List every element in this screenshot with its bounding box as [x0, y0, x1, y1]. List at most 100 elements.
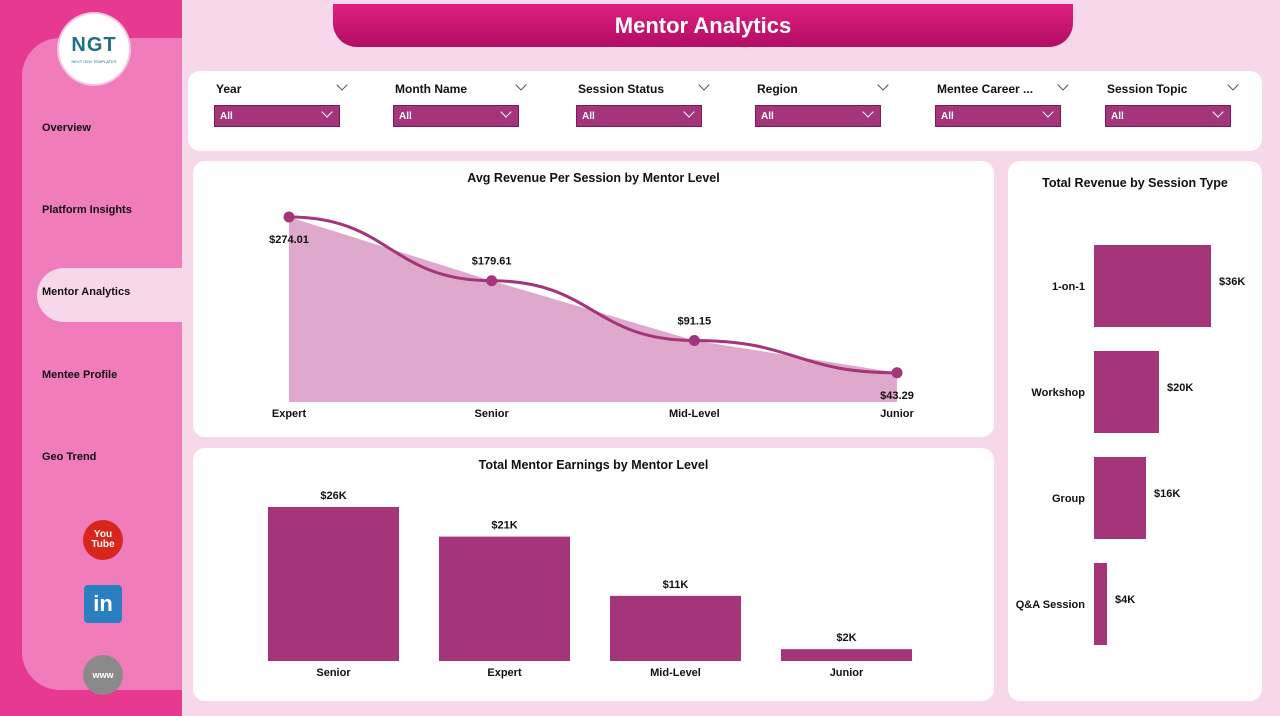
- filter-session-status: Session Status All: [576, 71, 710, 151]
- filter-mentee-career: Mentee Career ... All: [935, 71, 1069, 151]
- bar: [781, 649, 912, 661]
- chevron-down-icon: [683, 106, 695, 118]
- data-label: $16K: [1154, 488, 1180, 500]
- chevron-down-icon[interactable]: [515, 79, 527, 91]
- data-label: $91.15: [678, 315, 712, 327]
- logo-subtext: NEXT GEN TEMPLATES: [71, 59, 117, 64]
- data-label: $179.61: [472, 256, 512, 268]
- data-label: $21K: [491, 520, 517, 532]
- revenue-by-type-card: Total Revenue by Session Type $36K 1-on-1…: [1008, 161, 1262, 701]
- filter-label: Session Topic: [1107, 82, 1188, 96]
- nav-platform-insights[interactable]: Platform Insights: [42, 204, 132, 216]
- x-tick-label: Mid-Level: [650, 667, 701, 679]
- y-tick-label: 1-on-1: [1052, 281, 1085, 293]
- chevron-down-icon: [500, 106, 512, 118]
- filter-label: Year: [216, 82, 242, 96]
- filter-label: Mentee Career ...: [937, 82, 1034, 96]
- y-tick-label: Workshop: [1031, 387, 1085, 399]
- bar: [1094, 457, 1146, 539]
- x-tick-label: Senior: [316, 667, 351, 679]
- revenue-by-type-chart: $36K 1-on-1 $20K Workshop $16K Group $4K Q&A Se…: [1016, 245, 1245, 645]
- website-icon[interactable]: www: [83, 655, 123, 695]
- filter-value: All: [582, 111, 595, 122]
- chevron-down-icon: [1212, 106, 1224, 118]
- filter-region: Region All: [755, 71, 889, 151]
- ngt-logo: NGT NEXT GEN TEMPLATES: [59, 14, 129, 84]
- area-fill: [289, 217, 897, 402]
- nav-active-indicator: [37, 268, 197, 322]
- page-title-bar: Mentor Analytics: [333, 4, 1073, 47]
- data-point: [891, 367, 903, 379]
- series-line: [288, 215, 898, 375]
- nav-mentor-analytics[interactable]: Mentor Analytics: [42, 286, 131, 298]
- x-tick-label: Junior: [880, 408, 914, 420]
- y-tick-label: Group: [1052, 493, 1085, 505]
- x-tick-label: Senior: [475, 408, 510, 420]
- chevron-down-icon: [321, 106, 333, 118]
- x-tick-label: Mid-Level: [669, 408, 720, 420]
- avg-revenue-card: Avg Revenue Per Session by Mentor Level …: [193, 161, 994, 437]
- filter-year: Year All: [214, 71, 348, 151]
- avg-revenue-chart: $274.01 Expert $179.61 Senior $91.15 Mid-Leve…: [269, 211, 915, 420]
- bar: [1094, 245, 1211, 327]
- year-select[interactable]: All: [214, 105, 340, 127]
- data-label: $4K: [1115, 594, 1135, 606]
- data-label: $43.29: [880, 390, 914, 402]
- chevron-down-icon[interactable]: [336, 79, 348, 91]
- filter-label: Region: [757, 82, 798, 96]
- filter-session-topic: Session Topic All: [1105, 71, 1239, 151]
- filter-value: All: [941, 111, 954, 122]
- data-point: [283, 211, 295, 223]
- x-tick-label: Expert: [272, 408, 307, 420]
- filter-label: Session Status: [578, 82, 665, 96]
- youtube-icon[interactable]: You Tube: [83, 520, 123, 560]
- sidebar: NGT NEXT GEN TEMPLATES Overview Platform…: [0, 0, 197, 716]
- linkedin-icon[interactable]: in: [84, 585, 122, 623]
- chevron-down-icon[interactable]: [1227, 79, 1239, 91]
- filter-value: All: [220, 111, 233, 122]
- chevron-down-icon[interactable]: [698, 79, 710, 91]
- chevron-down-icon[interactable]: [1057, 79, 1069, 91]
- y-tick-label: Q&A Session: [1016, 599, 1086, 611]
- data-point: [688, 334, 700, 346]
- filter-value: All: [1111, 111, 1124, 122]
- logo-mark: NGT: [71, 34, 117, 56]
- data-label: $36K: [1219, 276, 1245, 288]
- nav-mentee-profile[interactable]: Mentee Profile: [42, 369, 118, 381]
- bar: [439, 536, 570, 661]
- chart-title: Total Revenue by Session Type: [1042, 176, 1228, 190]
- sidebar-panel: [22, 38, 182, 690]
- mentee-career-select[interactable]: All: [935, 105, 1061, 127]
- data-label: $20K: [1167, 382, 1193, 394]
- filter-value: All: [761, 111, 774, 122]
- data-label: $26K: [320, 490, 346, 502]
- chevron-down-icon: [862, 106, 874, 118]
- x-tick-label: Junior: [830, 667, 864, 679]
- chevron-down-icon: [1042, 106, 1054, 118]
- region-select[interactable]: All: [755, 105, 881, 127]
- filter-month-name: Month Name All: [393, 71, 527, 151]
- chart-title: Total Mentor Earnings by Mentor Level: [478, 458, 709, 472]
- session-status-select[interactable]: All: [576, 105, 702, 127]
- filter-bar: Year All Month Name All Session Status A…: [188, 71, 1262, 151]
- bar: [1094, 563, 1107, 645]
- x-tick-label: Expert: [487, 667, 522, 679]
- filter-value: All: [399, 111, 412, 122]
- page-title: Mentor Analytics: [614, 12, 792, 38]
- data-label: $11K: [663, 579, 689, 591]
- bar: [610, 595, 741, 661]
- bar: [1094, 351, 1159, 433]
- mentor-earnings-card: Total Mentor Earnings by Mentor Level $2…: [193, 448, 994, 701]
- nav-geo-trend[interactable]: Geo Trend: [42, 451, 97, 463]
- data-point: [486, 275, 498, 287]
- mentor-earnings-chart: $26K Senior $21K Expert $11K Mid-Level $2K Juni…: [268, 490, 912, 679]
- chevron-down-icon[interactable]: [877, 79, 889, 91]
- data-label: $2K: [836, 632, 856, 644]
- bar: [268, 507, 399, 661]
- nav-overview[interactable]: Overview: [42, 122, 91, 134]
- session-topic-select[interactable]: All: [1105, 105, 1231, 127]
- filter-label: Month Name: [395, 82, 467, 96]
- month-name-select[interactable]: All: [393, 105, 519, 127]
- data-label: $274.01: [269, 234, 309, 246]
- chart-title: Avg Revenue Per Session by Mentor Level: [467, 171, 720, 185]
